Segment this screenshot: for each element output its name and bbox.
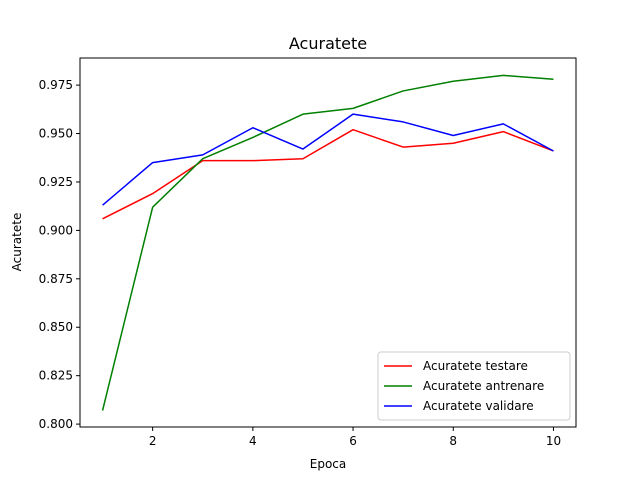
chart-title: Acuratete <box>289 34 367 53</box>
y-tick-label: 0.975 <box>39 78 73 92</box>
legend-label-validare: Acuratete validare <box>423 399 534 413</box>
legend-label-antrenare: Acuratete antrenare <box>423 379 544 393</box>
y-tick-label: 0.950 <box>39 127 73 141</box>
y-tick-label: 0.875 <box>39 272 73 286</box>
y-axis-ticks: 0.800 0.825 0.850 0.875 0.900 0.925 0.950 0.975 <box>39 78 80 431</box>
series-line-2 <box>102 113 554 206</box>
y-axis-label: Acuratete <box>10 213 24 272</box>
y-tick-label: 0.800 <box>39 417 73 431</box>
x-axis-label: Epoca <box>310 457 347 471</box>
x-tick-label: 4 <box>249 434 257 448</box>
x-tick-label: 10 <box>546 434 561 448</box>
legend-box <box>377 351 571 421</box>
y-tick-label: 0.825 <box>39 369 73 383</box>
y-tick-label: 0.850 <box>39 320 73 334</box>
y-tick-label: 0.900 <box>39 223 73 237</box>
x-tick-label: 8 <box>449 434 457 448</box>
x-tick-label: 2 <box>149 434 157 448</box>
series-line-1 <box>101 74 554 411</box>
plot-lines <box>101 74 554 411</box>
y-tick-label: 0.925 <box>39 175 73 189</box>
x-axis-ticks: 2 4 6 8 10 <box>149 427 561 448</box>
legend: Acuratete testare Acuratete antrenare Ac… <box>377 351 571 421</box>
series-line-0 <box>102 128 554 220</box>
x-tick-label: 6 <box>349 434 357 448</box>
legend-label-testare: Acuratete testare <box>423 359 528 373</box>
plot-frame <box>79 57 577 428</box>
